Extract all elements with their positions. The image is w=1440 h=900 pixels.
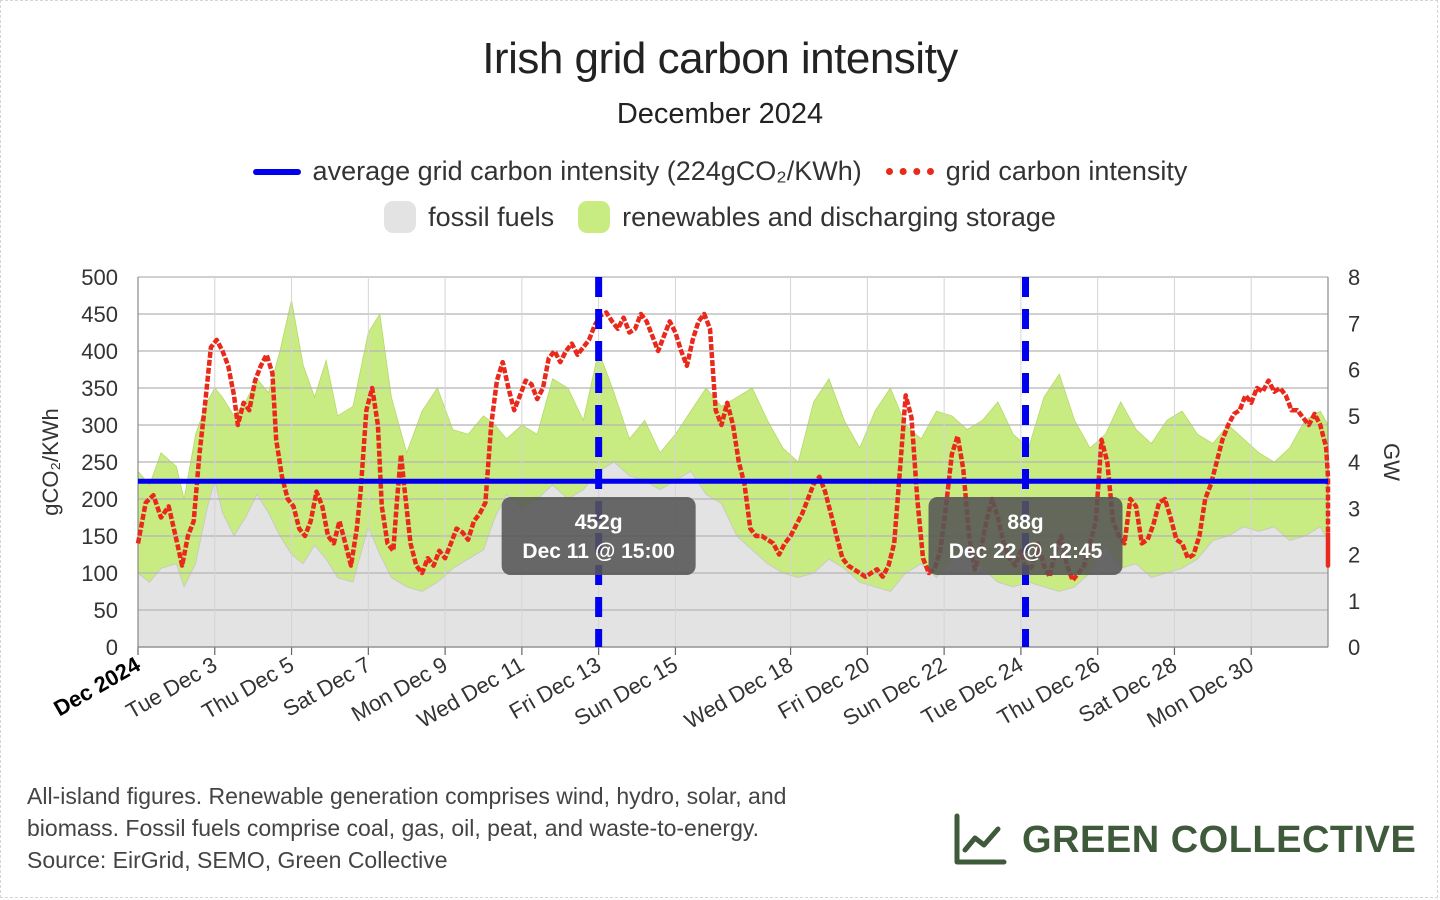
y-left-tick-label: 400	[81, 339, 118, 364]
legend-item-intensity[interactable]: grid carbon intensity	[885, 156, 1188, 187]
y-right-tick-label: 4	[1348, 450, 1360, 475]
tooltip-value-1: 452g	[575, 511, 623, 534]
tooltip-date-2: Dec 22 @ 12:45	[949, 540, 1103, 563]
y-left-tick-label: 350	[81, 376, 118, 401]
y-right-tick-label: 8	[1348, 265, 1360, 290]
y-right-tick-label: 2	[1348, 543, 1360, 568]
legend-label-average: average grid carbon intensity (224gCO₂/K…	[312, 156, 862, 186]
legend-row-1: average grid carbon intensity (224gCO₂/K…	[0, 156, 1440, 187]
tooltip-box-2	[928, 497, 1123, 575]
footnote-line-2: biomass. Fossil fuels comprise coal, gas…	[27, 815, 760, 841]
footnote: All-island figures. Renewable generation…	[27, 780, 907, 876]
footnote-line-1: All-island figures. Renewable generation…	[27, 783, 787, 809]
y-right-tick-label: 6	[1348, 358, 1360, 383]
chart-subtitle: December 2024	[616, 98, 824, 130]
brand-name: GREEN COLLECTIVE	[1022, 818, 1417, 861]
legend-item-fossil[interactable]: fossil fuels	[384, 201, 554, 233]
y-right-axis-title: GW	[1379, 443, 1404, 481]
y-left-tick-label: 100	[81, 561, 118, 586]
chart-title: Irish grid carbon intensity	[482, 34, 958, 83]
brand-logo: GREEN COLLECTIVE	[952, 812, 1416, 868]
tooltip-box-1	[501, 497, 696, 575]
y-right-tick-label: 5	[1348, 404, 1360, 429]
y-right-tick-label: 0	[1348, 635, 1360, 660]
y-left-tick-label: 250	[81, 450, 118, 475]
footnote-line-3: Source: EirGrid, SEMO, Green Collective	[27, 847, 448, 873]
y-right-tick-label: 7	[1348, 311, 1360, 336]
tooltip-value-2: 88g	[1007, 511, 1043, 534]
y-left-tick-label: 200	[81, 487, 118, 512]
y-right-tick-label: 1	[1348, 589, 1360, 614]
legend-swatch-intensity	[885, 168, 934, 175]
legend-label-fossil: fossil fuels	[428, 201, 555, 232]
legend-swatch-fossil	[384, 201, 417, 233]
intensity-line	[135, 310, 1331, 583]
legend-label-intensity: grid carbon intensity	[945, 156, 1188, 186]
y-left-tick-label: 50	[94, 598, 118, 623]
legend-swatch-renewables	[578, 201, 611, 233]
y-left-tick-label: 450	[81, 302, 118, 327]
y-left-tick-label: 500	[81, 265, 118, 290]
legend-row-2: fossil fuels renewables and discharging …	[0, 201, 1440, 233]
legend-item-average[interactable]: average grid carbon intensity (224gCO₂/K…	[252, 156, 862, 187]
legend-swatch-average	[252, 168, 301, 175]
y-left-tick-label: 150	[81, 524, 118, 549]
y-left-tick-label: 300	[81, 413, 118, 438]
y-left-tick-label: 0	[106, 635, 118, 660]
fossil-area	[137, 461, 1329, 648]
chart-plot: 0 50 100 150 200 250 300 350 400 450 500 0 1 2 3 4 5 6 7 8 D…	[38, 265, 1404, 734]
tooltip-date-1: Dec 11 @ 15:00	[522, 540, 674, 563]
y-right-tick-label: 3	[1348, 496, 1360, 521]
y-left-axis-title: gCO₂/KWh	[38, 408, 63, 516]
x-tick-label: Wed Dec 18	[680, 652, 797, 734]
legend-label-renewables: renewables and discharging storage	[622, 201, 1056, 232]
legend-item-renewables[interactable]: renewables and discharging storage	[578, 201, 1056, 233]
line-chart-icon	[954, 813, 1007, 865]
